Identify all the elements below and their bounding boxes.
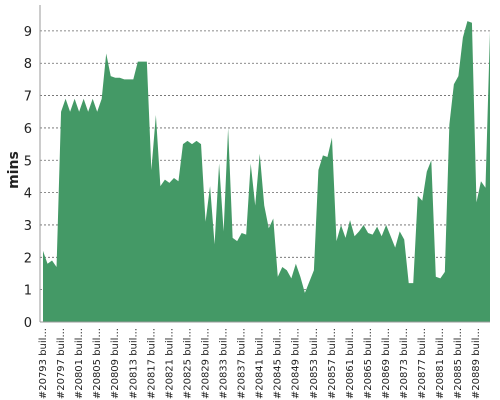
y-axis-title: mins <box>6 151 22 189</box>
x-tick-label: #20849 buil... <box>291 328 302 399</box>
y-tick-label: 4 <box>24 187 32 202</box>
y-tick-label: 2 <box>24 251 32 266</box>
x-tick-label: #20869 buil... <box>381 328 392 399</box>
x-tick-label: #20853 buil... <box>309 328 320 399</box>
x-tick-label: #20877 buil... <box>417 328 428 399</box>
y-tick-label: 0 <box>24 316 32 331</box>
y-tick-label: 3 <box>24 219 32 234</box>
y-tick-label: 8 <box>24 57 32 72</box>
x-tick-label: #20833 buil... <box>219 328 230 399</box>
y-tick-label: 6 <box>24 122 32 137</box>
x-tick-label: #20845 buil... <box>273 328 284 399</box>
x-tick-label: #20885 buil... <box>453 328 464 399</box>
x-tick-label: #20873 buil... <box>399 328 410 399</box>
x-tick-label: #20825 buil... <box>182 328 193 399</box>
x-tick-label: #20841 buil... <box>255 328 266 399</box>
x-tick-label: #20829 buil... <box>201 328 212 399</box>
x-tick-label: #20865 buil... <box>363 328 374 399</box>
x-tick-label: #20881 buil... <box>435 328 446 399</box>
y-tick-label: 5 <box>24 154 32 169</box>
x-tick-label: #20861 buil... <box>345 328 356 399</box>
x-tick-label: #20889 buil... <box>471 328 482 399</box>
x-tick-label: #20793 buil... <box>38 328 49 399</box>
x-tick-label: #20805 buil... <box>92 328 103 399</box>
x-tick-label: #20821 buil... <box>164 328 175 399</box>
series-area <box>43 21 490 322</box>
x-tick-label: #20813 buil... <box>128 328 139 399</box>
y-axis-ticks: 0 1 2 3 4 5 6 7 8 9 <box>24 25 32 331</box>
x-axis-ticks: #20793 buil... #20797 buil... #20801 buil.… <box>38 328 482 399</box>
plot-area <box>43 21 490 322</box>
x-tick-label: #20837 buil... <box>237 328 248 399</box>
y-tick-label: 1 <box>24 284 32 299</box>
x-tick-label: #20857 buil... <box>327 328 338 399</box>
x-tick-label: #20817 buil... <box>146 328 157 399</box>
x-tick-label: #20801 buil... <box>74 328 85 399</box>
y-tick-label: 9 <box>24 25 32 40</box>
x-tick-label: #20809 buil... <box>110 328 121 399</box>
axes <box>39 5 490 323</box>
x-tick-label: #20797 buil... <box>56 328 67 399</box>
y-tick-label: 7 <box>24 90 32 105</box>
